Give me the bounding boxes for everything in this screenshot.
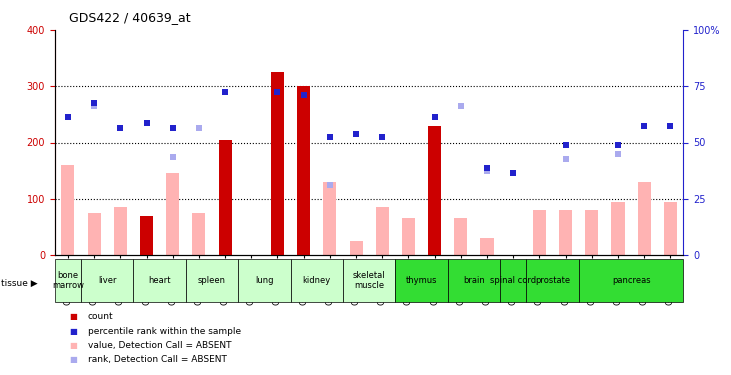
Bar: [349, 241, 363, 255]
Text: kidney: kidney: [303, 276, 331, 285]
Bar: [192, 213, 205, 255]
Text: percentile rank within the sample: percentile rank within the sample: [88, 327, 240, 336]
Text: liver: liver: [98, 276, 116, 285]
Bar: [500, 259, 526, 302]
Text: ■: ■: [69, 327, 77, 336]
Bar: [533, 210, 546, 255]
Bar: [343, 259, 395, 302]
Text: rank, Detection Call = ABSENT: rank, Detection Call = ABSENT: [88, 355, 227, 364]
Text: ■: ■: [69, 355, 77, 364]
Bar: [454, 218, 467, 255]
Text: skeletal
muscle: skeletal muscle: [353, 271, 385, 290]
Text: brain: brain: [463, 276, 485, 285]
Bar: [114, 207, 127, 255]
Text: ■: ■: [69, 341, 77, 350]
Text: spinal cord: spinal cord: [491, 276, 537, 285]
Bar: [586, 210, 599, 255]
Bar: [526, 259, 579, 302]
Text: ■: ■: [69, 312, 77, 321]
Bar: [376, 207, 389, 255]
Bar: [166, 173, 179, 255]
Bar: [579, 259, 683, 302]
Bar: [447, 259, 500, 302]
Bar: [664, 202, 677, 255]
Bar: [637, 182, 651, 255]
Bar: [611, 202, 624, 255]
Bar: [323, 182, 336, 255]
Bar: [395, 259, 447, 302]
Bar: [559, 210, 572, 255]
Text: thymus: thymus: [406, 276, 437, 285]
Bar: [88, 213, 101, 255]
Text: heart: heart: [148, 276, 171, 285]
Text: count: count: [88, 312, 113, 321]
Bar: [290, 259, 343, 302]
Bar: [81, 259, 133, 302]
Bar: [271, 72, 284, 255]
Text: tissue ▶: tissue ▶: [1, 279, 37, 288]
Bar: [140, 216, 153, 255]
Text: lung: lung: [255, 276, 273, 285]
Bar: [297, 86, 310, 255]
Bar: [133, 259, 186, 302]
Text: prostate: prostate: [535, 276, 570, 285]
Text: pancreas: pancreas: [612, 276, 651, 285]
Text: bone
marrow: bone marrow: [52, 271, 84, 290]
Bar: [428, 126, 442, 255]
Text: spleen: spleen: [198, 276, 226, 285]
Bar: [61, 165, 75, 255]
Bar: [480, 238, 493, 255]
Bar: [55, 259, 81, 302]
Bar: [219, 140, 232, 255]
Bar: [238, 259, 290, 302]
Text: GDS422 / 40639_at: GDS422 / 40639_at: [69, 11, 191, 24]
Text: value, Detection Call = ABSENT: value, Detection Call = ABSENT: [88, 341, 231, 350]
Bar: [186, 259, 238, 302]
Bar: [402, 218, 415, 255]
